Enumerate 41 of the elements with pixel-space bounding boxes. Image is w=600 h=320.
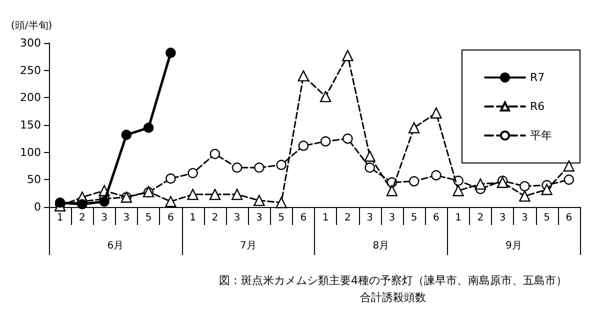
x-tick-label: 2 <box>344 212 351 224</box>
x-tick-label: 1 <box>322 212 329 224</box>
x-tick-label: 5 <box>544 212 550 224</box>
x-tick-label: 2 <box>79 212 86 224</box>
y-tick-label: 50 <box>27 173 41 186</box>
text: 8月 <box>372 240 390 252</box>
text: 図：斑点米カメムシ類主要4種の予察灯（諫早市、南島原市、五島市） <box>219 274 567 287</box>
x-tick-label: 3 <box>499 212 506 224</box>
x-tick-label: 6 <box>168 212 174 224</box>
x-tick-label: 6 <box>300 212 307 224</box>
x-tick-label: 2 <box>212 212 218 224</box>
x-tick-label: 3 <box>234 212 240 224</box>
y-tick-label: 200 <box>20 91 41 104</box>
legend-label: R6 <box>530 100 545 113</box>
y-tick-label: 150 <box>20 118 41 132</box>
text: 7月 <box>240 240 256 252</box>
x-tick-label: 3 <box>256 212 262 224</box>
x-tick-label: 1 <box>455 212 462 224</box>
x-tick-label: 5 <box>410 212 418 224</box>
x-tick-label: 1 <box>56 212 64 224</box>
legend-label: R7 <box>530 71 545 84</box>
y-tick-label: 250 <box>20 64 41 77</box>
x-tick-label: 6 <box>433 212 440 224</box>
x-tick-label: 3 <box>101 212 108 224</box>
y-tick-label: 100 <box>20 146 41 159</box>
y-tick-label: 300 <box>20 36 41 50</box>
text: 6月 <box>107 240 124 252</box>
legend-label: 平年 <box>530 129 552 142</box>
x-tick-label: 3 <box>366 212 373 224</box>
text: 合計誘殺頭数 <box>360 291 426 304</box>
y-axis-title: (頭/半旬) <box>11 20 52 32</box>
x-tick-label: 3 <box>522 212 528 224</box>
x-tick-label: 5 <box>145 212 152 224</box>
y-tick-label: 0 <box>34 200 41 214</box>
text: 9月 <box>505 240 522 252</box>
x-tick-label: 3 <box>123 212 130 224</box>
x-tick-label: 6 <box>566 212 572 224</box>
x-tick-label: 2 <box>477 212 484 224</box>
x-tick-label: 3 <box>388 212 396 224</box>
x-tick-label: 5 <box>278 212 284 224</box>
x-tick-label: 1 <box>190 212 196 224</box>
